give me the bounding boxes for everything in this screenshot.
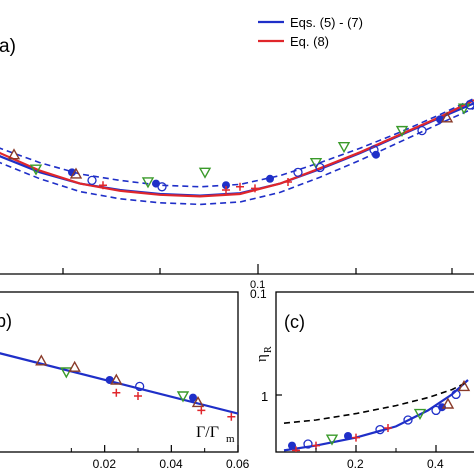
legend: Eqs. (5) - (7) Eq. (8) — [258, 15, 363, 49]
panel-c-ylabel: η — [254, 354, 270, 362]
marker-plus — [197, 406, 206, 415]
panel-b-plot — [0, 352, 238, 421]
panel-c-label: (c) — [284, 312, 305, 332]
panel-a-ticks: 0.1 — [62, 264, 453, 291]
marker-open-circle — [403, 415, 413, 425]
marker-open-circle — [417, 125, 427, 136]
panel-a-label: a) — [0, 36, 16, 57]
panel-b-xlabel: Γ/Γ — [196, 424, 219, 441]
marker-triangle-up — [440, 111, 454, 123]
marker-triangle-up — [35, 354, 48, 366]
marker-triangle-up — [68, 360, 81, 372]
panel-c-ylabel-sub: R — [263, 346, 274, 353]
series-eq-8- — [0, 99, 474, 198]
marker-plus — [292, 446, 300, 452]
marker-open-circle — [315, 162, 325, 173]
panel-c-xtick-label: 0.2 — [347, 457, 364, 471]
marker-filled-circle — [288, 441, 296, 450]
marker-plus — [134, 392, 142, 400]
marker-plus — [284, 177, 292, 186]
marker-plus — [352, 433, 360, 442]
b-plot-series — [0, 352, 238, 421]
marker-filled-circle — [222, 181, 230, 190]
panel-a: a) 0.1 Eqs. (5) - (7) Eq. (8) — [0, 15, 474, 291]
marker-triangle-down — [198, 167, 212, 179]
panel-c-ytick-1: 1 — [261, 389, 268, 404]
series-fit — [283, 379, 469, 452]
panel-a-xtick-label: 0.1 — [250, 279, 265, 291]
marker-triangle-up — [7, 148, 21, 160]
marker-open-circle — [375, 424, 385, 435]
panel-c-ticks: 0.2 0.4 — [276, 394, 444, 471]
marker-triangle-down — [337, 141, 351, 154]
panel-c-frame — [275, 291, 474, 453]
marker-filled-circle — [344, 432, 352, 440]
series-asymptote — [283, 380, 469, 424]
series-lower-band — [0, 107, 474, 206]
marker-plus — [222, 186, 230, 195]
legend-label-2: Eq. (8) — [290, 34, 329, 49]
panel-c: (c) 0.1 1 η R 0.2 0.4 — [250, 287, 474, 471]
legend-label-1: Eqs. (5) - (7) — [290, 15, 363, 30]
marker-open-circle — [303, 439, 313, 449]
marker-plus — [99, 181, 107, 190]
panel-b-ticks: 0.02 0.04 0.06 — [70, 445, 250, 471]
marker-triangle-down — [413, 408, 427, 421]
marker-open-circle — [451, 389, 461, 400]
marker-triangle-down — [29, 164, 43, 176]
marker-triangle-down — [395, 125, 409, 138]
marker-open-circle — [465, 100, 474, 110]
marker-triangle-down — [60, 367, 73, 379]
panel-a-plot — [0, 97, 474, 206]
marker-open-circle — [87, 175, 97, 186]
panel-b-xlabel-sub: m — [226, 433, 235, 445]
panel-b-xtick-label: 0.02 — [93, 457, 117, 471]
marker-plus — [251, 184, 259, 193]
marker-triangle-down — [325, 434, 339, 446]
marker-triangle-down — [141, 177, 155, 189]
marker-triangle-down — [176, 391, 190, 403]
marker-triangle-up — [457, 379, 471, 392]
marker-filled-circle — [189, 393, 197, 402]
marker-open-circle — [135, 381, 145, 392]
panel-c-ytick-0.1: 0.1 — [250, 287, 267, 301]
panel-b-label: b) — [0, 311, 12, 331]
series-upper-band — [0, 97, 474, 188]
marker-triangle-up — [191, 395, 205, 408]
marker-open-circle — [157, 182, 167, 192]
panel-b: b) 0.02 0.04 0.06 Γ/Γ m — [0, 291, 250, 471]
panel-c-xtick-label: 0.4 — [427, 457, 444, 471]
panel-b-frame — [0, 291, 239, 453]
marker-filled-circle — [68, 168, 76, 177]
marker-triangle-down — [457, 103, 471, 115]
panel-b-xtick-label: 0.06 — [226, 457, 250, 471]
marker-open-circle — [293, 167, 303, 178]
marker-triangle-up — [441, 397, 455, 409]
panel-c-ylabel-group: η R — [254, 346, 274, 362]
panel-c-plot — [283, 379, 471, 452]
marker-plus — [227, 412, 236, 421]
a-plot-series — [0, 97, 474, 206]
marker-filled-circle — [266, 174, 274, 183]
marker-plus — [112, 388, 121, 397]
marker-triangle-up — [69, 167, 83, 179]
panel-b-xtick-label: 0.04 — [159, 457, 183, 471]
marker-triangle-up — [110, 373, 123, 385]
marker-plus — [384, 424, 392, 432]
c-plot-series — [283, 379, 471, 452]
marker-plus — [236, 182, 244, 191]
marker-filled-circle — [372, 150, 380, 159]
